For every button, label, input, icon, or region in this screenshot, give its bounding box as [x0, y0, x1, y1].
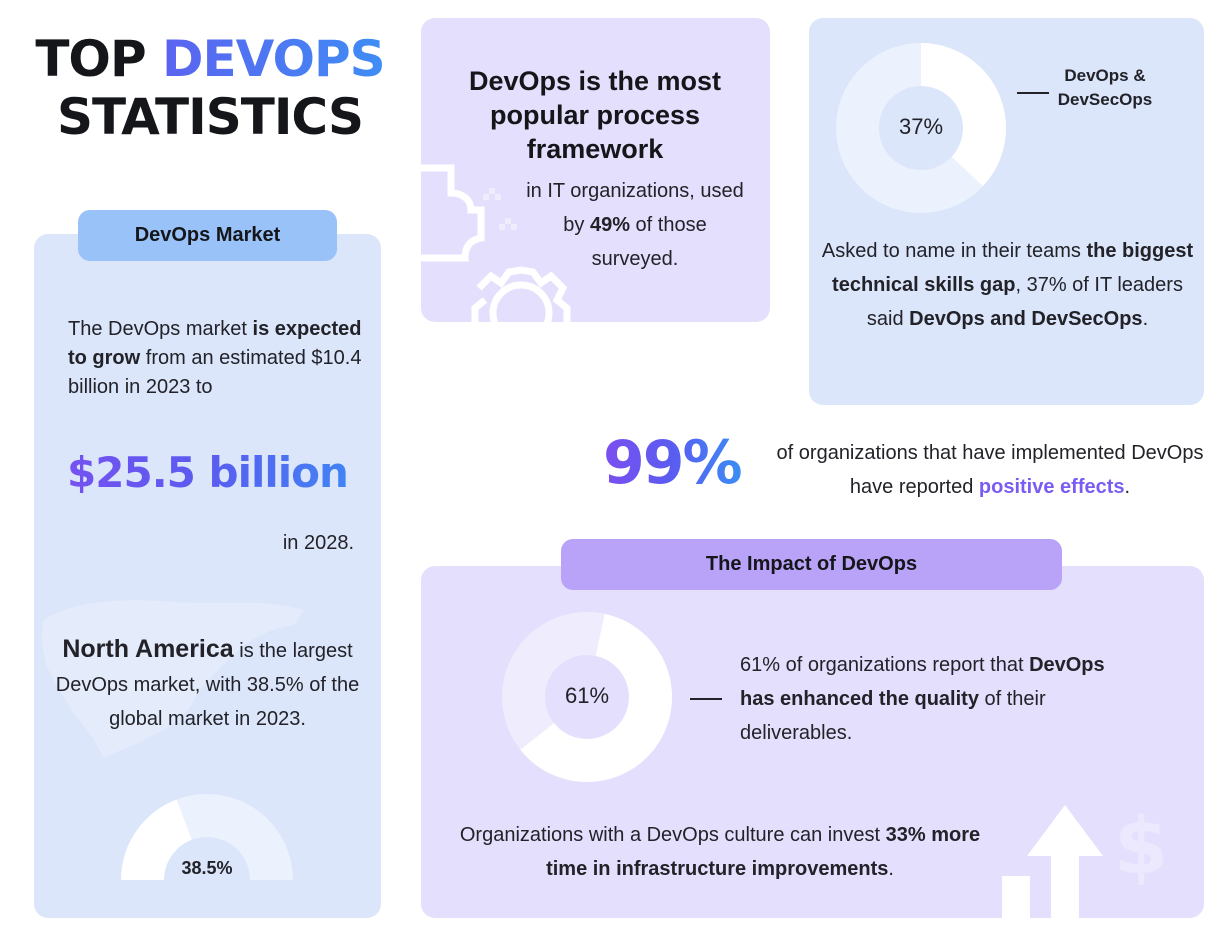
- gauge-label: 38.5%: [181, 858, 233, 878]
- impact-donut: [502, 612, 672, 782]
- framework-sub-part: of those surveyed.: [591, 214, 707, 270]
- skills-text-part: .: [1142, 308, 1149, 330]
- donut-fill: [520, 613, 672, 782]
- framework-subtext: in IT organizations, used by 49% of thos…: [520, 174, 750, 276]
- page-title: TOP DEVOPS STATISTICS: [30, 30, 390, 146]
- skills-text-bold: DevOps and DevSecOps: [909, 308, 1143, 330]
- skills-donut: [836, 43, 1006, 213]
- positive-text-part: of organizations that have implemented D…: [776, 442, 1204, 498]
- market-growth-text: The DevOps market is expected to grow fr…: [68, 315, 368, 402]
- skills-legend: DevOps & DevSecOps: [1057, 66, 1153, 109]
- market-share-gauge: [121, 794, 293, 880]
- market-text-part: The DevOps market: [68, 318, 253, 340]
- market-text-bold: is expected to grow: [68, 318, 362, 369]
- gauge-fill: [121, 799, 192, 880]
- quality-text: 61% of organizations report that DevOps …: [740, 648, 1140, 750]
- gear-icon: [421, 164, 571, 322]
- skills-gap-text: Asked to name in their teams the biggest…: [815, 234, 1200, 336]
- market-year-text: in 2028.: [282, 532, 354, 554]
- market-pill-label: DevOps Market: [134, 224, 281, 246]
- title-statistics: STATISTICS: [56, 88, 364, 146]
- framework-sub-part: in IT organizations, used by: [526, 180, 744, 236]
- quality-text-bold: DevOps has enhanced the quality: [740, 654, 1105, 710]
- title-top: TOP: [35, 30, 146, 88]
- impact-legend-line: [690, 698, 722, 700]
- skills-text-bold: the biggest technical skills gap: [832, 240, 1194, 296]
- positive-effects-text: of organizations that have implemented D…: [770, 436, 1210, 504]
- market-text-part: from an estimated $10.4 billion in 2023 …: [68, 347, 362, 398]
- north-america-text: North America is the largest DevOps mark…: [40, 632, 375, 736]
- impact-donut-label: 61%: [564, 683, 610, 708]
- infrastructure-text: Organizations with a DevOps culture can …: [440, 818, 1000, 886]
- skills-donut-label: 37%: [898, 114, 944, 139]
- impact-pill: The Impact of DevOps: [561, 539, 1062, 590]
- infra-text-part: Organizations with a DevOps culture can …: [459, 824, 886, 846]
- title-devops: DEVOPS: [162, 30, 386, 88]
- legend-line: [1017, 92, 1049, 94]
- framework-sub-bold: 49%: [589, 214, 630, 236]
- impact-pill-label: The Impact of DevOps: [705, 553, 918, 575]
- positive-highlight: positive effects: [978, 476, 1125, 498]
- positive-text-end: .: [1124, 476, 1131, 498]
- arrow-up-icon: [1002, 805, 1103, 918]
- quality-text-part: 61% of organizations report that: [740, 654, 1030, 676]
- market-big-value: $25.5 billion: [34, 448, 381, 497]
- framework-headline: DevOps is the most popular process frame…: [468, 66, 722, 164]
- na-plain: is the largest DevOps market, with 38.5%…: [55, 640, 360, 730]
- skills-text-part: , 37% of IT leaders said: [866, 274, 1183, 330]
- devops-market-pill: DevOps Market: [78, 210, 337, 261]
- skills-text-part: Asked to name in their teams: [821, 240, 1087, 262]
- na-bold: North America: [62, 635, 234, 663]
- dollar-icon: $: [1114, 802, 1169, 892]
- quality-text-part: of their deliverables.: [740, 688, 1046, 744]
- infra-text-end: .: [888, 858, 894, 880]
- positive-big-value: 99%: [603, 428, 743, 498]
- infra-text-bold: 33% more time in infrastructure improvem…: [546, 824, 981, 880]
- donut-fill: [921, 43, 1006, 187]
- framework-card: [421, 18, 770, 322]
- north-america-map-icon: [42, 600, 304, 758]
